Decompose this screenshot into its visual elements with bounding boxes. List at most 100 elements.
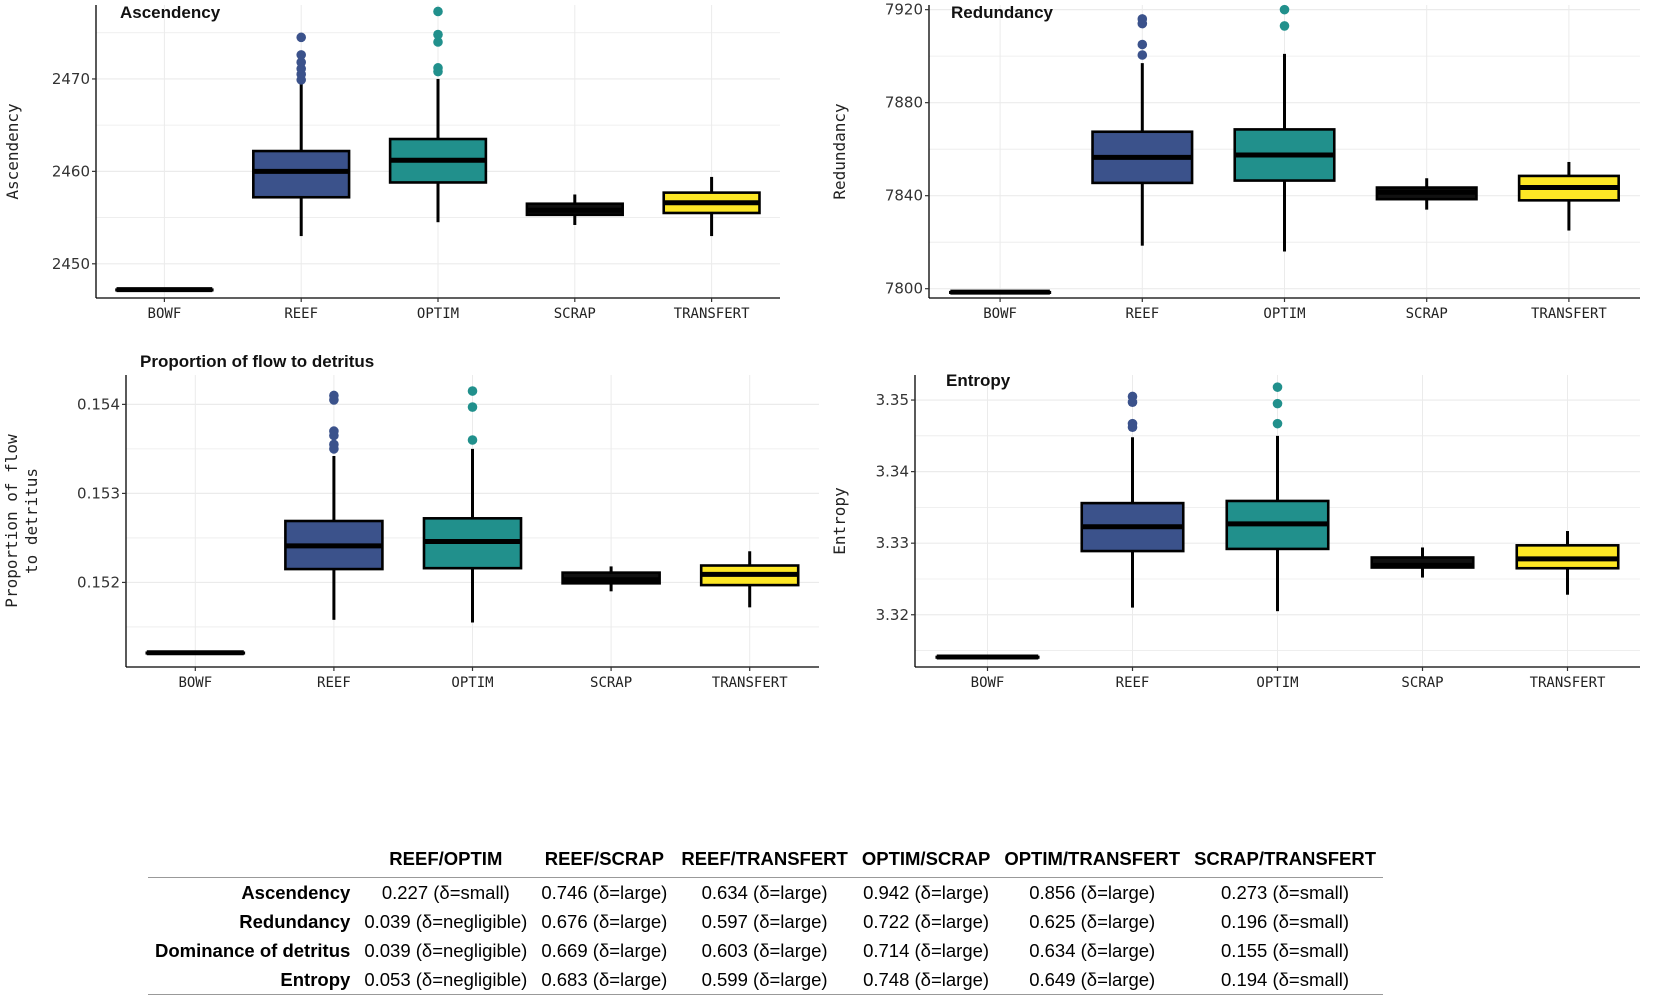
table-cell: 0.053 (δ=negligible)	[364, 968, 528, 990]
row-label: Ascendency	[241, 881, 351, 903]
box-reef	[1091, 14, 1194, 246]
y-tick-label: 7840	[885, 187, 923, 205]
outlier-point	[433, 6, 443, 17]
outlier-point	[1137, 14, 1148, 24]
outlier-point	[329, 439, 339, 450]
outlier-point	[467, 435, 478, 445]
x-tick-label: BOWF	[971, 675, 1005, 691]
x-tick-label: OPTIM	[451, 675, 493, 691]
y-axis-label: Entropy	[830, 487, 849, 555]
table-header-cell: OPTIM/SCRAP	[861, 848, 991, 869]
outlier-point	[296, 57, 307, 68]
table-cell: 0.669 (δ=large)	[541, 939, 668, 961]
x-tick-label: OPTIM	[1256, 675, 1298, 691]
y-tick-label: 7920	[885, 1, 923, 19]
table-header-cell	[148, 845, 357, 878]
panel-ascendency: 2450 2460 2470 BOWF REEF OPTIM SCRAP TRANSFERT A…	[3, 3, 780, 322]
table-header-row: REEF/OPTIM REEF/SCRAP REEF/TRANSFERT OPT…	[148, 845, 1383, 878]
table-cell: 0.634 (δ=large)	[701, 881, 828, 903]
table-header-cell: OPTIM/TRANSFERT	[1004, 848, 1181, 869]
row-label: Dominance of detritus	[155, 939, 351, 961]
table-cell: 0.722 (δ=large)	[863, 910, 990, 932]
y-tick-label: 7880	[885, 94, 923, 112]
table-cell: 0.194 (δ=small)	[1221, 968, 1350, 990]
table-cell: 0.039 (δ=negligible)	[364, 939, 528, 961]
x-tick-label: BOWF	[178, 675, 212, 691]
box-transfert	[662, 176, 761, 237]
outlier-point	[329, 426, 339, 436]
table-row: Ascendency 0.227 (δ=small) 0.746 (δ=larg…	[148, 878, 1383, 908]
panel-entropy: 3.32 3.33 3.34 3.35 BOWF REEF OPTIM SCRAP TRANSF…	[830, 371, 1640, 691]
y-tick-label: 2450	[52, 255, 90, 273]
table-cell: 0.676 (δ=large)	[541, 910, 668, 932]
x-tick-label: BOWF	[983, 306, 1017, 322]
effect-size-table: REEF/OPTIM REEF/SCRAP REEF/TRANSFERT OPT…	[148, 845, 1383, 995]
boxplot-figure: 2450 2460 2470 BOWF REEF OPTIM SCRAP TRANSFERT A…	[2, 1, 1640, 691]
outlier-point	[1279, 21, 1290, 31]
table-cell: 0.714 (δ=large)	[863, 939, 990, 961]
box-scrap	[1370, 547, 1475, 578]
outlier-point	[1272, 398, 1283, 409]
x-tick-label: REEF	[284, 306, 318, 322]
panel-redundancy: 7800 7840 7880 7920 BOWF REEF OPTIM SCRAP TRANSF…	[830, 1, 1640, 322]
table-cell: 0.227 (δ=small)	[381, 881, 510, 903]
table-header-cell: REEF/SCRAP	[544, 848, 664, 869]
y-tick-label: 0.154	[77, 395, 120, 413]
box-bowf	[145, 650, 246, 656]
x-tick-label: OPTIM	[417, 306, 459, 322]
outlier-point	[1137, 50, 1148, 60]
y-axis-label: to detritus	[22, 468, 41, 574]
table-cell: 0.603 (δ=large)	[701, 939, 828, 961]
box-transfert	[1515, 531, 1620, 595]
y-tick-label: 2460	[52, 162, 90, 180]
x-tick-label: REEF	[1116, 675, 1150, 691]
y-axis-label: Redundancy	[830, 103, 849, 200]
table-row: Dominance of detritus 0.039 (δ=negligibl…	[148, 936, 1383, 965]
y-axis-label: Ascendency	[3, 103, 22, 200]
box-bowf	[115, 287, 214, 293]
box-bowf	[949, 289, 1052, 295]
table-header-cell: REEF/TRANSFERT	[681, 848, 848, 869]
table-header-cell: SCRAP/TRANSFERT	[1194, 848, 1376, 869]
panel-title: Redundancy	[951, 3, 1054, 22]
row-label: Redundancy	[239, 910, 351, 932]
y-tick-label: 0.152	[77, 573, 120, 591]
x-tick-label: TRANSFERT	[1530, 675, 1606, 691]
y-axis-label: Proportion of flow	[2, 434, 21, 608]
panel-title: Proportion of flow to detritus	[140, 352, 374, 371]
row-label: Entropy	[280, 968, 351, 990]
outlier-point	[1272, 382, 1283, 392]
y-tick-label: 3.32	[876, 606, 909, 624]
box-optim	[1233, 4, 1336, 252]
y-tick-label: 3.33	[876, 534, 909, 552]
box-transfert	[699, 551, 800, 608]
x-tick-label: REEF	[1125, 306, 1159, 322]
panel-title: Ascendency	[120, 3, 221, 22]
x-tick-label: SCRAP	[590, 675, 632, 691]
outlier-point	[329, 390, 339, 401]
x-tick-label: TRANSFERT	[712, 675, 788, 691]
y-tick-label: 3.34	[876, 463, 909, 481]
table-cell: 0.196 (δ=small)	[1221, 910, 1350, 932]
box-bowf	[935, 654, 1040, 660]
table-cell: 0.599 (δ=large)	[701, 968, 828, 990]
outlier-point	[433, 29, 443, 40]
box-reef	[284, 390, 384, 620]
table-cell: 0.856 (δ=large)	[1029, 881, 1156, 903]
table-cell: 0.649 (δ=large)	[1029, 968, 1156, 990]
box-scrap	[1375, 178, 1478, 210]
table-header-cell: REEF/OPTIM	[389, 848, 503, 869]
table-cell: 0.683 (δ=large)	[541, 968, 668, 990]
x-tick-label: TRANSFERT	[674, 306, 750, 322]
outlier-point	[467, 402, 478, 412]
panel-proportion-of-flow-to-detritus: 0.152 0.153 0.154 BOWF REEF OPTIM SCRAP TRANSFE…	[2, 352, 819, 691]
box-scrap	[525, 194, 624, 225]
box-reef	[1080, 391, 1185, 608]
outlier-point	[1127, 391, 1138, 402]
outlier-point	[433, 63, 443, 73]
table-cell: 0.634 (δ=large)	[1029, 939, 1156, 961]
outlier-point	[296, 50, 307, 60]
table-cell: 0.155 (δ=small)	[1221, 939, 1350, 961]
x-tick-label: SCRAP	[554, 306, 596, 322]
outlier-point	[433, 37, 443, 47]
